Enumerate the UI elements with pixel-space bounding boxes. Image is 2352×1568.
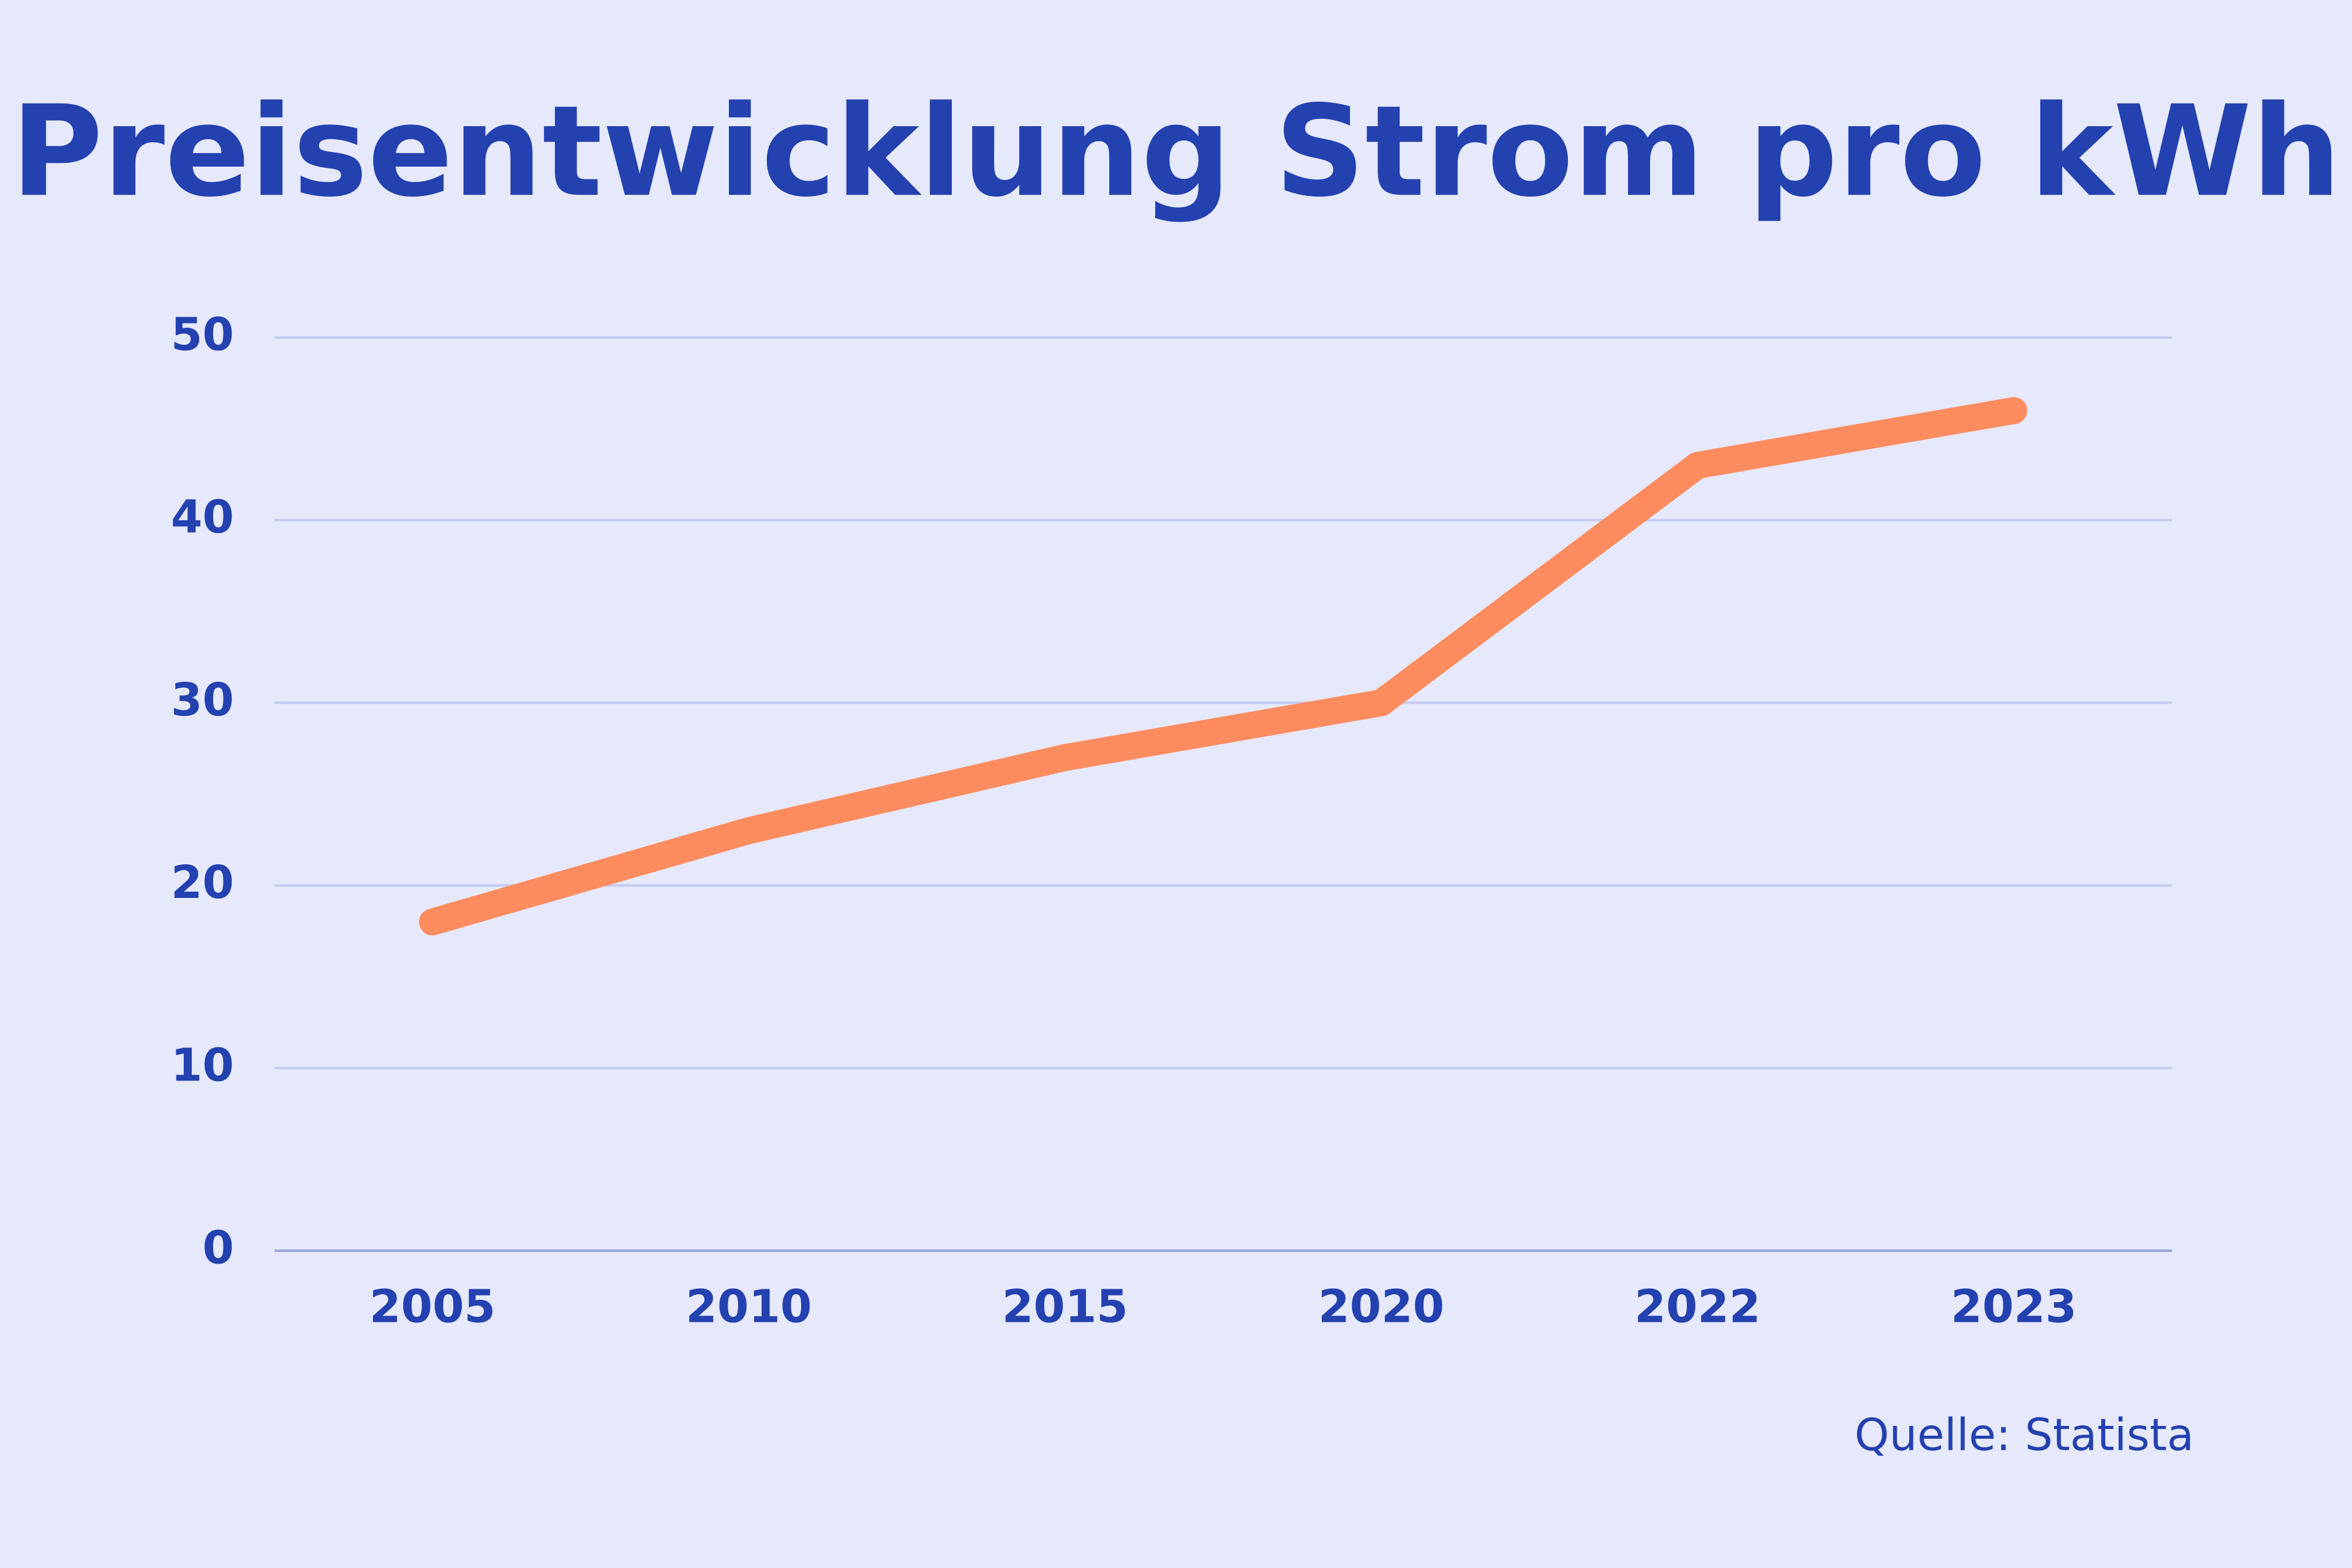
y-tick-label: 10 [171, 1039, 234, 1091]
x-tick-label: 2015 [1002, 1281, 1128, 1333]
y-tick-label: 20 [171, 856, 234, 909]
y-tick-label: 40 [171, 491, 234, 544]
y-tick-label: 0 [203, 1222, 235, 1275]
source-note: Quelle: Statista [1855, 1409, 2194, 1461]
x-tick-label: 2022 [1635, 1281, 1761, 1333]
chart-title: Preisentwicklung Strom pro kWh [11, 79, 2341, 225]
y-tick-label: 30 [171, 674, 234, 726]
x-tick-label: 2005 [369, 1281, 496, 1333]
data-line [419, 397, 2027, 936]
x-tick-label: 2010 [686, 1281, 812, 1333]
x-tick-label: 2023 [1951, 1281, 2077, 1333]
x-tick-label: 2020 [1318, 1281, 1444, 1333]
y-tick-label: 50 [171, 309, 234, 361]
